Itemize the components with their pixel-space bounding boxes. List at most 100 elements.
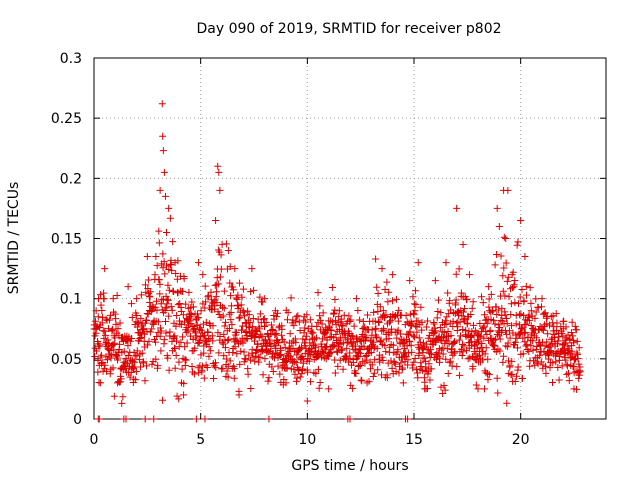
data-point	[319, 309, 327, 317]
data-point	[124, 352, 132, 360]
data-point	[312, 344, 320, 352]
data-point	[217, 265, 225, 273]
data-point	[286, 330, 294, 338]
data-point	[124, 342, 132, 350]
data-point	[111, 334, 119, 342]
data-point	[165, 312, 173, 320]
data-point	[381, 314, 389, 322]
data-point	[527, 342, 535, 350]
data-point	[204, 293, 212, 301]
data-point	[264, 331, 272, 339]
data-point	[201, 282, 209, 290]
data-point	[198, 368, 206, 376]
data-point	[224, 337, 232, 345]
data-point	[552, 358, 560, 366]
data-point	[176, 299, 184, 307]
data-point	[516, 311, 524, 319]
data-point	[104, 336, 112, 344]
data-point	[97, 291, 105, 299]
data-point	[373, 333, 381, 341]
data-point	[421, 354, 429, 362]
data-point	[406, 328, 414, 336]
data-point	[565, 377, 573, 385]
data-point	[460, 308, 468, 316]
data-point	[440, 328, 448, 336]
data-point	[507, 300, 515, 308]
data-point	[143, 327, 151, 335]
data-point	[235, 314, 243, 322]
data-point	[350, 338, 358, 346]
data-point	[152, 355, 160, 363]
data-point	[280, 338, 288, 346]
data-point	[269, 368, 277, 376]
data-point	[329, 318, 337, 326]
data-point	[478, 293, 486, 301]
data-point	[280, 376, 288, 384]
data-point	[209, 322, 217, 330]
data-point	[156, 186, 164, 194]
data-point	[214, 280, 222, 288]
data-point	[343, 339, 351, 347]
data-point	[205, 352, 213, 360]
data-point	[442, 355, 450, 363]
data-point	[474, 385, 482, 393]
data-point	[427, 350, 435, 358]
data-point	[463, 320, 471, 328]
data-point	[503, 399, 511, 407]
data-point	[298, 370, 306, 378]
data-point	[134, 318, 142, 326]
data-point	[532, 295, 540, 303]
data-point	[240, 348, 248, 356]
data-point	[113, 292, 121, 300]
data-point	[114, 354, 122, 362]
data-point	[481, 311, 489, 319]
data-point	[376, 303, 384, 311]
data-point	[183, 339, 191, 347]
data-point	[226, 263, 234, 271]
data-point	[521, 253, 529, 261]
data-point	[394, 317, 402, 325]
data-point	[476, 319, 484, 327]
axis-ticks: 0 0.05 0.1 0.15 0.2 0.25 0.3 0 5 10 15 20	[51, 51, 606, 448]
data-point	[181, 343, 189, 351]
data-point	[393, 334, 401, 342]
data-point	[372, 255, 380, 263]
data-point	[194, 314, 202, 322]
data-point	[198, 362, 206, 370]
data-point	[513, 334, 521, 342]
data-point	[180, 275, 188, 283]
data-point	[354, 353, 362, 361]
data-point	[225, 310, 233, 318]
data-point	[406, 338, 414, 346]
data-point	[116, 340, 124, 348]
data-point	[390, 359, 398, 367]
data-point	[98, 360, 106, 368]
data-point	[506, 362, 514, 370]
data-point	[168, 306, 176, 314]
data-point	[221, 318, 229, 326]
data-point	[256, 310, 264, 318]
data-point	[498, 304, 506, 312]
data-point	[180, 380, 188, 388]
data-point	[434, 307, 442, 315]
data-point	[292, 359, 300, 367]
data-point	[423, 323, 431, 331]
data-point	[567, 328, 575, 336]
data-point	[182, 328, 190, 336]
data-point	[444, 328, 452, 336]
data-point	[444, 289, 452, 297]
data-point	[258, 342, 266, 350]
data-point	[247, 385, 255, 393]
data-point	[216, 332, 224, 340]
data-point	[430, 320, 438, 328]
data-point	[162, 292, 170, 300]
data-point	[215, 168, 223, 176]
data-point	[503, 277, 511, 285]
data-point	[164, 296, 172, 304]
data-point	[332, 330, 340, 338]
data-point	[271, 331, 279, 339]
data-point	[181, 355, 189, 363]
data-point	[320, 329, 328, 337]
data-point	[333, 347, 341, 355]
data-point	[257, 348, 265, 356]
